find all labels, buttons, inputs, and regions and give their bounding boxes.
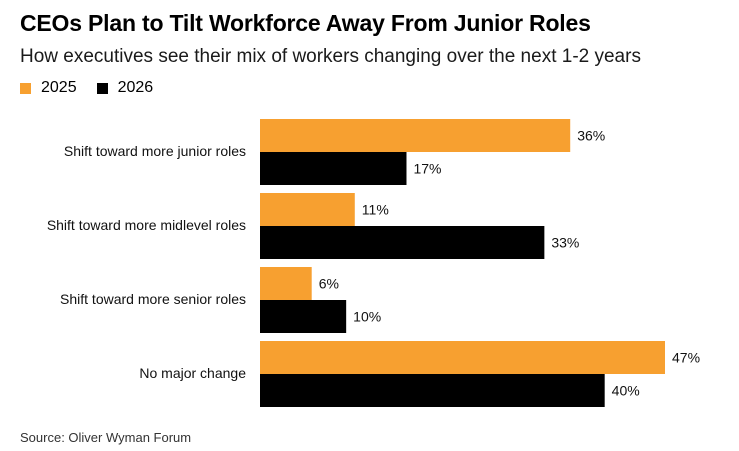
legend-item-2026: 2026 [96,79,154,97]
value-label-2026-shift-toward-more-midlevel-roles: 33% [551,235,579,251]
source-note: Source: Oliver Wyman Forum [20,430,192,445]
category-label-shift-toward-more-junior-roles: Shift toward more junior roles [64,143,246,159]
legend-swatch-2026 [96,82,108,94]
chart-title: CEOs Plan to Tilt Workforce Away From Ju… [20,10,591,36]
legend-label-2026: 2026 [117,79,154,96]
value-label-2026-no-major-change: 40% [612,383,640,399]
bar-2026-shift-toward-more-midlevel-roles [260,226,545,259]
value-label-2026-shift-toward-more-junior-roles: 17% [413,161,441,177]
bar-2025-shift-toward-more-midlevel-roles [260,193,355,226]
bar-chart: Shift toward more junior roles 36% 17% Shif… [47,119,700,407]
bar-2026-shift-toward-more-junior-roles [260,152,407,185]
legend-label-2025: 2025 [41,79,77,96]
bar-2025-shift-toward-more-senior-roles [260,267,312,300]
bar-2025-shift-toward-more-junior-roles [260,119,571,152]
bar-2026-no-major-change [260,374,605,407]
category-label-shift-toward-more-senior-roles: Shift toward more senior roles [60,291,246,307]
value-label-2026-shift-toward-more-senior-roles: 10% [353,309,381,325]
value-label-2025-no-major-change: 47% [672,350,700,366]
value-label-2025-shift-toward-more-senior-roles: 6% [319,276,339,292]
legend-item-2025: 2025 [20,79,77,97]
category-label-shift-toward-more-midlevel-roles: Shift toward more midlevel roles [47,217,246,233]
value-label-2025-shift-toward-more-midlevel-roles: 11% [362,202,389,218]
value-label-2025-shift-toward-more-junior-roles: 36% [577,128,605,144]
bar-2026-shift-toward-more-senior-roles [260,300,347,333]
category-label-no-major-change: No major change [139,365,246,381]
legend: 2025 2026 [20,79,173,97]
bar-2025-no-major-change [260,341,665,374]
legend-swatch-2025 [20,82,31,94]
chart-subtitle: How executives see their mix of workers … [20,46,641,67]
